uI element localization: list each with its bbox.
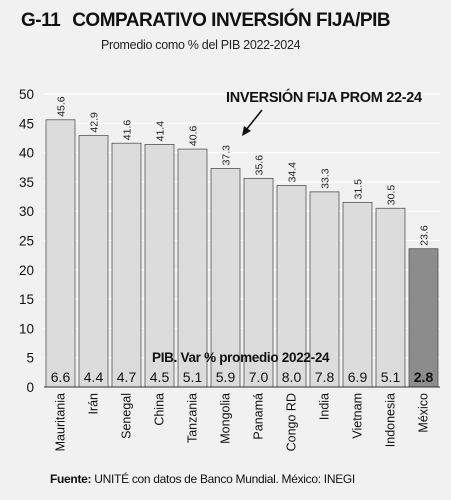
bar [177, 148, 208, 388]
gdp-growth-label: 7.8 [315, 369, 335, 385]
gdp-series-label: PIB. Var % promedio 2022-24 [152, 350, 330, 365]
bar [111, 142, 142, 388]
bar-value-label: 41.6 [122, 120, 134, 141]
chart-code: G-11 [21, 10, 61, 31]
x-tick-label: Indonesia [384, 393, 398, 447]
gdp-growth-label: 4.5 [150, 369, 170, 385]
x-tick-label: Vietnam [351, 393, 365, 439]
x-tick-label: Panamá [252, 393, 266, 440]
bar-chart: 0 5 10 15 20 25 30 35 40 45 50 45.6 6.6 Mauritania 42.… [19, 87, 440, 451]
x-tick-label: Mongolia [219, 393, 233, 444]
y-tick-label: 25 [19, 234, 34, 249]
x-tick-label: China [153, 393, 167, 426]
bar [375, 207, 406, 388]
chart-subtitle: Promedio como % del PIB 2022-2024 [101, 38, 301, 52]
bar-value-label: 34.4 [287, 162, 299, 183]
y-tick-label: 40 [19, 146, 34, 161]
y-tick-label: 50 [19, 87, 34, 102]
bar-value-label: 37.3 [221, 145, 233, 166]
chart-title: G-11 COMPARATIVO INVERSIÓN FIJA/PIB [21, 10, 391, 32]
bar-value-label: 45.6 [56, 96, 68, 117]
chart-title-text: COMPARATIVO INVERSIÓN FIJA/PIB [72, 10, 391, 31]
x-tick-label: Mauritania [54, 393, 68, 451]
y-tick-label: 0 [26, 380, 34, 395]
y-tick-label: 20 [19, 263, 34, 278]
bar [78, 135, 109, 388]
x-tick-label: Congo RD [285, 393, 299, 451]
y-tick-label: 35 [19, 175, 34, 190]
bar-value-label: 30.5 [386, 185, 398, 206]
source-label: Fuente: [50, 472, 92, 486]
y-tick-label: 15 [19, 292, 34, 307]
gdp-growth-label: 5.9 [216, 369, 236, 385]
y-tick-label: 30 [19, 204, 34, 219]
bar-value-label: 40.6 [188, 125, 200, 146]
y-tick-label: 5 [26, 351, 34, 366]
bar [45, 119, 76, 388]
gdp-growth-label: 7.0 [249, 369, 269, 385]
source-note: Fuente: UNITÉ con datos de Banco Mundial… [50, 472, 355, 486]
bar-value-label: 23.6 [419, 225, 431, 246]
bar [408, 248, 439, 388]
y-tick-label: 45 [19, 116, 34, 131]
x-tick-label: India [318, 393, 332, 420]
annotation-arrow-head [242, 126, 251, 136]
source-text: UNITÉ con datos de Banco Mundial. México… [94, 472, 355, 486]
x-tick-label: Senegal [120, 393, 134, 439]
bar-value-label: 33.3 [320, 168, 332, 189]
gdp-growth-label: 8.0 [282, 369, 302, 385]
x-tick-label: Irán [87, 393, 101, 415]
bar [144, 143, 175, 388]
annotation-arrow-line [245, 109, 263, 131]
x-tick-label: Tanzania [186, 393, 200, 443]
x-tick-label: México [417, 393, 431, 433]
bar [243, 177, 274, 388]
gdp-growth-label: 4.4 [84, 369, 104, 385]
bar-value-label: 31.5 [353, 179, 365, 200]
bar [210, 168, 241, 388]
gdp-growth-label: 4.7 [117, 369, 137, 385]
bar [342, 202, 373, 388]
gdp-growth-label: 5.1 [183, 369, 203, 385]
gdp-growth-label: 5.1 [381, 369, 401, 385]
gdp-growth-label: 2.8 [414, 369, 434, 385]
bar-value-label: 35.6 [254, 155, 266, 176]
y-tick-label: 10 [19, 321, 34, 336]
bar-value-label: 41.4 [155, 121, 167, 142]
gdp-growth-label: 6.6 [51, 369, 71, 385]
gdp-growth-label: 6.9 [348, 369, 368, 385]
series-annotation: INVERSIÓN FIJA PROM 22-24 [226, 88, 422, 106]
bar-value-label: 42.9 [89, 112, 101, 133]
